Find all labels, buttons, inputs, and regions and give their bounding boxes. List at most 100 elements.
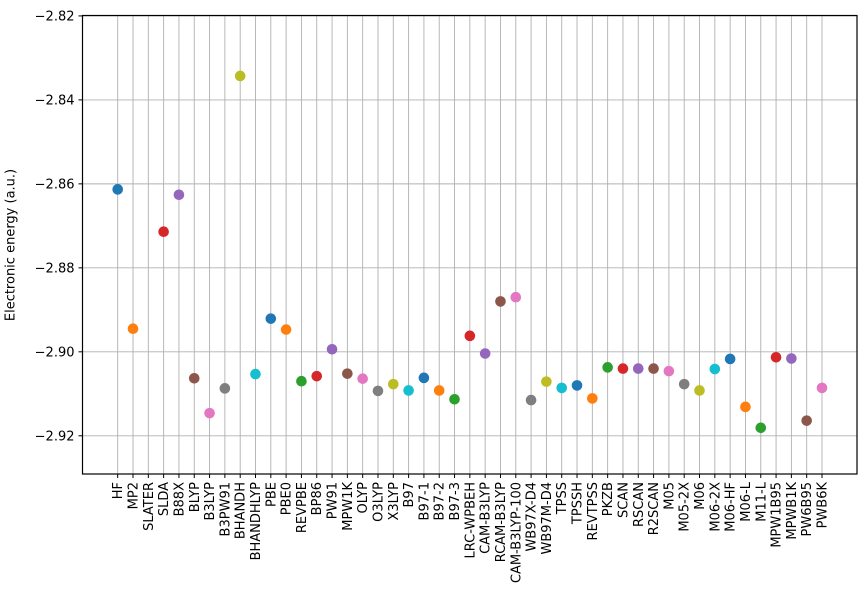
x-tick-label: B97-2	[433, 482, 448, 520]
x-tick-label: REVPBE	[295, 482, 310, 533]
x-tick-label: M06-L	[739, 481, 754, 521]
data-point-pwb6k	[816, 382, 828, 394]
x-tick-label: WB97M-D4	[540, 482, 555, 555]
x-tick-label: PBE0	[280, 482, 295, 515]
data-point-b3lyp	[204, 407, 215, 419]
y-tick-label: −2.92	[35, 429, 75, 444]
x-tick-label: SLDA	[157, 482, 172, 516]
x-tick-label: M05-2X	[678, 482, 693, 532]
x-tick-label: M06-HF	[724, 482, 739, 532]
data-point-x3lyp	[387, 378, 399, 390]
y-tick-label: −2.82	[35, 9, 75, 24]
data-point-mpwb1k	[786, 353, 797, 364]
data-point-bhandh	[234, 70, 246, 82]
x-tick-label: O3LYP	[371, 482, 386, 522]
data-point-m05	[663, 365, 675, 377]
x-tick-label: M06-2X	[708, 482, 723, 532]
data-point-b97	[403, 385, 414, 396]
data-point-cam-b3lyp	[479, 348, 491, 359]
data-point-m06-hf	[724, 353, 736, 365]
x-tick-label: B97	[402, 482, 417, 507]
x-tick-label: SLATER	[142, 482, 157, 531]
data-point-o3lyp	[372, 385, 384, 397]
data-point-b97-1	[418, 372, 430, 384]
data-point-wb97x-d4	[525, 394, 537, 406]
y-tick-label: −2.88	[35, 261, 75, 276]
data-point-m11-l	[755, 422, 767, 434]
x-tick-label: PBE	[264, 482, 279, 507]
x-tick-label: CAM-B3LYP-100	[509, 482, 524, 583]
data-point-revpbe	[296, 375, 307, 387]
x-tick-label: B97-3	[448, 482, 463, 520]
data-point-mpw1k	[342, 368, 353, 379]
x-tick-label: BLYP	[188, 482, 203, 512]
data-point-bp86	[311, 370, 323, 382]
x-tick-label: M06	[693, 482, 708, 510]
data-point-scan	[617, 363, 629, 374]
data-point-mpw1b95	[770, 351, 782, 363]
data-point-b97-2	[433, 385, 445, 396]
data-point-hf	[112, 184, 123, 195]
x-tick-label: MPWB1K	[785, 482, 800, 540]
x-tick-label: MP2	[127, 482, 142, 509]
data-point-slda	[158, 226, 169, 238]
data-point-b3pw91	[219, 383, 231, 394]
data-point-b88x	[173, 189, 185, 201]
x-tick-label: B3LYP	[203, 482, 218, 521]
x-tick-label: M05	[662, 482, 677, 510]
x-tick-label: PW6B95	[800, 482, 815, 536]
data-point-rscan	[632, 363, 644, 374]
x-tick-label: WB97X-D4	[525, 482, 540, 552]
x-tick-label: TPSS	[555, 482, 570, 515]
x-tick-label: B88X	[172, 482, 187, 516]
x-tick-label: RCAM-B3LYP	[494, 482, 509, 562]
data-point-tpss	[556, 382, 568, 394]
x-tick-label: MPW1K	[341, 482, 356, 531]
x-tick-label: PKZB	[601, 482, 616, 516]
x-tick-label: SCAN	[616, 482, 631, 518]
data-point-m05-2x	[678, 378, 690, 390]
x-tick-label: RSCAN	[632, 482, 647, 527]
data-point-wb97m-d4	[541, 376, 552, 387]
data-point-pkzb	[602, 362, 613, 373]
data-point-rcam-b3lyp	[495, 296, 506, 307]
x-tick-label: B3PW91	[218, 482, 233, 536]
data-point-r2scan	[648, 363, 659, 374]
x-tick-label: MPW1B95	[770, 482, 785, 548]
y-tick-label: −2.84	[35, 93, 75, 108]
x-tick-label: REVTPSS	[586, 482, 601, 540]
x-tick-label: B97-1	[417, 482, 432, 520]
data-point-blyp	[188, 372, 200, 384]
data-point-bhandhlyp	[250, 368, 261, 380]
x-tick-label: BP86	[310, 482, 325, 515]
x-tick-label: PWB6K	[816, 482, 831, 529]
data-point-pbe	[265, 313, 277, 324]
x-tick-label: LRC-WPBEH	[463, 482, 478, 558]
y-tick-label: −2.86	[35, 177, 75, 192]
y-axis-title: Electronic energy (a.u.)	[3, 168, 19, 322]
x-tick-label: R2SCAN	[647, 482, 662, 535]
x-tick-label: PW91	[326, 482, 341, 519]
data-point-pbe0	[280, 324, 292, 335]
x-tick-label: M11-L	[754, 481, 769, 521]
data-point-pw91	[326, 343, 338, 355]
x-tick-label: HF	[111, 482, 126, 499]
x-tick-label: BHANDHLYP	[249, 482, 264, 561]
x-tick-label: OLYP	[356, 482, 371, 514]
x-tick-label: BHANDH	[234, 482, 249, 539]
x-tick-label: CAM-B3LYP	[479, 482, 494, 554]
data-point-tpssh	[571, 380, 583, 391]
x-tick-label: X3LYP	[387, 482, 402, 521]
data-point-revtpss	[587, 393, 598, 404]
data-point-m06-2x	[709, 363, 721, 375]
y-tick-label: −2.90	[35, 345, 75, 360]
data-point-pw6b95	[801, 415, 812, 426]
data-point-m06-l	[740, 401, 751, 413]
data-point-mp2	[127, 323, 139, 335]
data-point-olyp	[357, 373, 368, 384]
data-point-b97-3	[449, 393, 460, 405]
data-point-m06	[694, 385, 705, 396]
data-point-cam-b3lyp-100	[510, 291, 522, 303]
data-point-lrc-wpbeh	[464, 330, 476, 342]
